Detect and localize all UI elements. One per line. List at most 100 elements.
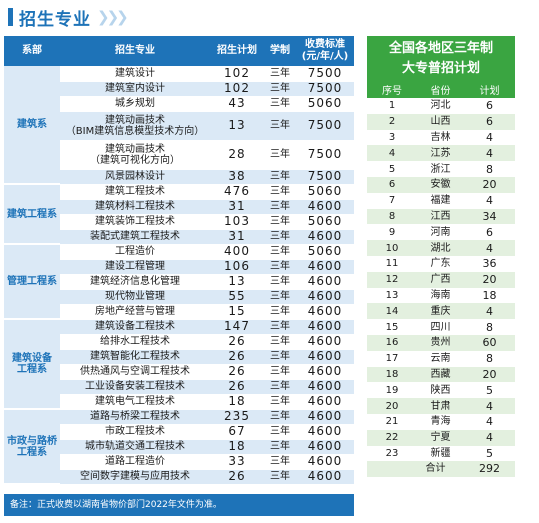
province-plan-cell: 5 [464,445,515,462]
row-number-cell: 7 [367,192,417,209]
major-cell: 空间数字建模与应用技术 [60,469,210,485]
province-plan-cell: 8 [464,161,515,177]
years-cell: 三年 [264,454,296,470]
col-header-plan: 招生计划 [210,36,264,66]
majors-table: 系部 招生专业 招生计划 学制 收费标准 (元/年/人) 建筑系 建筑设计 102 三… [4,36,354,485]
plan-cell: 400 [210,244,264,260]
years-cell: 三年 [264,379,296,395]
fee-cell: 4600 [296,319,354,335]
row-number-cell: 23 [367,445,417,462]
province-plan-cell: 5 [464,382,515,399]
row-number-cell: 5 [367,161,417,177]
years-cell: 三年 [264,111,296,141]
province-table: 序号 省份 计划 1 河北 6 2 山西 6 3 吉林 4 4 江苏 4 5 浙江 8 6 安徽 20 7 福建 4 8 江… [367,81,515,462]
fee-cell: 5060 [296,96,354,112]
major-cell: 建筑材料工程技术 [60,199,210,215]
province-plan-cell: 4 [464,413,515,430]
table-row: 建筑系 建筑设计 102 三年 7500 [4,66,354,185]
plan-cell: 102 [210,66,264,82]
row-number-cell: 9 [367,224,417,241]
fee-cell: 4600 [296,409,354,425]
fee-cell: 7500 [296,169,354,185]
province-plan-cell: 20 [464,366,515,383]
plan-cell: 55 [210,289,264,305]
fee-cell: 5060 [296,244,354,260]
table-row: 城乡规划 43 三年 5060 [4,96,354,112]
fee-cell: 7500 [296,66,354,82]
province-name-cell: 新疆 [417,445,464,462]
province-row: 11 广东 36 [367,255,515,272]
fee-cell: 4600 [296,364,354,380]
major-cell: 建筑智能化工程技术 [60,349,210,365]
fee-cell: 4600 [296,304,354,320]
province-name-cell: 吉林 [417,129,464,146]
years-cell: 三年 [264,394,296,410]
row-number-cell: 6 [367,176,417,193]
province-name-cell: 浙江 [417,161,464,177]
province-plan-cell: 4 [464,303,515,320]
province-plan-cell: 20 [464,271,515,288]
years-cell: 三年 [264,424,296,440]
province-plan-cell: 6 [464,113,515,130]
years-cell: 三年 [264,409,296,425]
province-row: 6 安徽 20 [367,176,515,193]
row-number-cell: 21 [367,413,417,430]
major-cell: 建筑经济信息化管理 [60,274,210,290]
row-number-cell: 8 [367,208,417,225]
years-cell: 三年 [264,81,296,97]
row-number-cell: 1 [367,98,417,114]
years-cell: 三年 [264,439,296,455]
row-number-cell: 22 [367,429,417,446]
years-cell: 三年 [264,349,296,365]
table-row: 建筑经济信息化管理 13 三年 4600 [4,274,354,290]
table-row: 建筑工程系 建筑工程技术 476 三年 5060 [4,184,354,245]
footnote: 备注：正式收费以湖南省物价部门2022年文件为准。 [4,494,354,516]
col-header-fee: 收费标准 (元/年/人) [296,36,354,66]
col-header-no: 序号 [367,81,417,98]
years-cell: 三年 [264,140,296,170]
col-header-dept: 系部 [4,36,60,66]
plan-cell: 18 [210,439,264,455]
fee-cell: 4600 [296,394,354,410]
plan-cell: 103 [210,214,264,230]
plan-cell: 106 [210,259,264,275]
province-table-header: 序号 省份 计划 [367,81,515,98]
plan-cell: 26 [210,469,264,485]
province-name-cell: 宁夏 [417,429,464,446]
major-cell: 建筑工程技术 [60,184,210,200]
table-row: 市政与路桥 工程系 道路与桥梁工程技术 235 三年 4600 [4,409,354,485]
province-name-cell: 福建 [417,192,464,209]
province-row: 4 江苏 4 [367,145,515,162]
province-title-line2: 大专普招计划 [401,61,480,76]
table-row: 房地产经营与管理 15 三年 4600 [4,304,354,320]
province-name-cell: 海南 [417,287,464,304]
row-number-cell: 13 [367,287,417,304]
table-row: 空间数字建模与应用技术 26 三年 4600 [4,469,354,485]
major-cell: 建筑装饰工程技术 [60,214,210,230]
province-name-cell: 云南 [417,350,464,367]
total-label: 合计 [425,463,446,475]
fee-cell: 4600 [296,454,354,470]
years-cell: 三年 [264,96,296,112]
province-plan-cell: 4 [464,192,515,209]
table-row: 给排水工程技术 26 三年 4600 [4,334,354,350]
province-title-line1: 全国各地区三年制 [388,41,493,56]
fee-cell: 4600 [296,424,354,440]
major-cell: 建筑动画技术 （建筑可视化方向） [60,140,210,170]
years-cell: 三年 [264,199,296,215]
province-row: 8 江西 34 [367,208,515,225]
plan-cell: 26 [210,364,264,380]
plan-cell: 38 [210,169,264,185]
plan-cell: 33 [210,454,264,470]
dept-cell: 建筑设备 工程系 [4,319,60,410]
province-row: 23 新疆 5 [367,445,515,462]
province-panel: 全国各地区三年制 大专普招计划 序号 省份 计划 1 河北 6 2 山西 6 3 吉林 4 4 江苏… [367,36,515,478]
plan-cell: 26 [210,379,264,395]
row-number-cell: 14 [367,303,417,320]
province-row: 3 吉林 4 [367,129,515,146]
province-plan-cell: 8 [464,319,515,335]
province-name-cell: 重庆 [417,303,464,320]
years-cell: 三年 [264,319,296,335]
province-row: 18 西藏 20 [367,366,515,383]
fee-cell: 4600 [296,229,354,245]
